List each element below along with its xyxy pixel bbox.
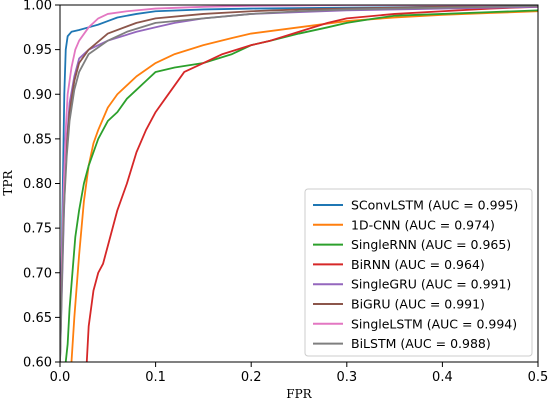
y-tick-label: 0.80 [23, 177, 52, 192]
series-layer [60, 5, 538, 362]
y-tick-label: 0.75 [23, 222, 52, 237]
y-tick-label: 0.85 [23, 132, 52, 147]
x-axis-label: FPR [286, 387, 312, 401]
legend: SConvLSTM (AUC = 0.995) 1D-CNN (AUC = 0.9… [304, 188, 533, 357]
legend-entries: SConvLSTM (AUC = 0.995) 1D-CNN (AUC = 0.9… [313, 198, 518, 351]
y-tick-label: 1.00 [23, 0, 52, 14]
legend-label: BiRNN (AUC = 0.964) [351, 257, 485, 272]
y-tick-label: 0.70 [23, 266, 52, 281]
legend-label: SConvLSTM (AUC = 0.995) [351, 198, 518, 213]
x-tick-label: 0.1 [145, 370, 166, 385]
y-tick-label: 0.60 [23, 356, 52, 371]
legend-label: BiLSTM (AUC = 0.988) [351, 336, 491, 351]
series-line-3 [85, 5, 538, 362]
series-line-2 [64, 9, 538, 362]
y-axis-label: TPR [1, 169, 15, 195]
x-tick-label: 0.4 [432, 370, 453, 385]
legend-label: SingleLSTM (AUC = 0.994) [351, 316, 517, 331]
y-tick-label: 0.65 [23, 311, 52, 326]
legend-label: SingleRNN (AUC = 0.965) [351, 237, 511, 252]
x-tick-label: 0.5 [528, 370, 549, 385]
x-tick-label: 0.0 [50, 370, 71, 385]
y-axis: 0.60 0.65 0.70 0.75 0.80 0.85 0.90 0.95 1.00 [23, 0, 60, 371]
legend-frame [304, 188, 533, 357]
x-tick-label: 0.3 [336, 370, 357, 385]
x-axis: 0.0 0.1 0.2 0.3 0.4 0.5 [50, 362, 549, 385]
series-line-7 [60, 5, 538, 362]
series-line-6 [60, 5, 538, 362]
legend-label: 1D-CNN (AUC = 0.974) [351, 217, 495, 232]
y-tick-label: 0.95 [23, 43, 52, 58]
legend-label: BiGRU (AUC = 0.991) [351, 297, 485, 312]
series-line-0 [60, 5, 538, 362]
legend-label: SingleGRU (AUC = 0.991) [351, 277, 511, 292]
y-tick-label: 0.90 [23, 88, 52, 103]
x-tick-label: 0.2 [241, 370, 262, 385]
